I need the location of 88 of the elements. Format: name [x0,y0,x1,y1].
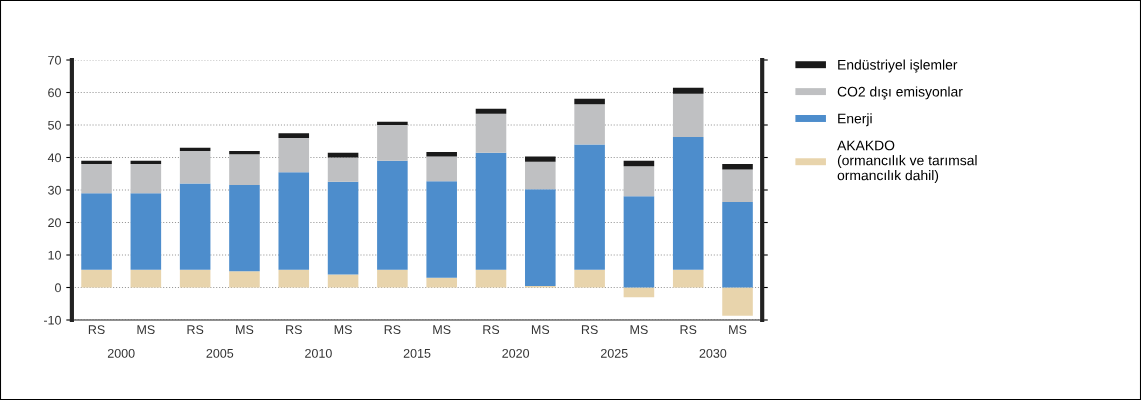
y-tick-label: -10 [43,315,61,325]
x-tick-label: MS [630,325,648,335]
bar [672,269,704,288]
bar [672,137,704,270]
bar [623,196,655,288]
bar [475,113,507,153]
bar [179,269,211,288]
bar [130,160,162,164]
bar [179,151,211,184]
x-tick-label: RS [581,325,598,335]
bar [81,164,112,194]
bar [722,169,753,203]
bar [229,271,260,288]
bar [130,269,162,288]
text: 2000 [107,348,135,358]
bar [179,147,211,151]
x-tick-label: MS [729,325,747,335]
bar [475,108,507,114]
bar [229,185,260,272]
bar [672,87,704,94]
bar [278,133,310,138]
bar [722,202,753,288]
bar [278,138,310,173]
text: 2015 [403,348,431,358]
bar [574,98,605,105]
bar [574,269,605,288]
bar [327,181,359,275]
bar [623,287,655,298]
bar [278,172,310,270]
bar [377,269,408,288]
x-tick-label: RS [680,325,697,335]
bar [81,193,112,270]
bar [525,189,556,286]
bar [81,269,112,288]
bar [722,287,753,316]
bar [377,160,408,270]
y-tick-label: 60 [48,88,61,98]
text: 2020 [502,348,530,358]
text: 2005 [206,348,234,358]
bar [278,269,310,288]
x-tick-label: RS [286,325,302,335]
x-tick-label: MS [433,325,451,335]
bar [475,269,507,288]
bar [426,277,457,288]
y-tick-label: 70 [48,55,61,65]
x-tick-label: MS [531,325,550,335]
bar [574,104,605,145]
bar [574,144,605,270]
bar [377,121,408,125]
bar [623,166,655,197]
bar [229,154,260,186]
bar [426,181,457,278]
y-tick-label: 20 [48,218,61,228]
x-tick-label: RS [88,325,105,335]
x-tick-label: MS [334,325,352,335]
bar [179,183,211,270]
bar [426,156,457,182]
bar [81,160,112,164]
bar [426,151,457,157]
bar [327,152,359,158]
bar [229,151,260,155]
x-tick-label: RS [384,325,401,335]
text: 2030 [699,348,727,358]
bar [130,193,162,270]
bar [377,125,408,161]
legend-label: Endüstriyel işlemler [838,59,958,73]
legend-label: AKAKDO (ormancılık ve tarımsal ormancılık dahil) [837,140,977,183]
x-tick-label: RS [187,325,204,335]
bar [327,274,359,288]
x-tick-label: MS [137,325,155,335]
bar [327,157,359,182]
legend-label: CO2 dışı emisyonlar [837,86,963,100]
y-tick-label: 50 [48,120,61,130]
y-tick-label: 10 [48,250,61,260]
y-tick-label: 40 [47,153,61,163]
text: 2025 [600,348,628,358]
bar [130,164,162,194]
legend-label: Enerji [838,113,872,127]
bar [722,164,753,170]
text: 2010 [305,348,332,358]
y-tick-label: 30 [48,185,61,195]
bar [525,156,556,162]
x-tick-label: MS [236,325,254,335]
x-tick-label: RS [483,325,500,335]
bar [672,93,704,138]
bar [525,161,556,190]
y-tick-label: 0 [55,283,61,293]
bar [475,152,507,270]
